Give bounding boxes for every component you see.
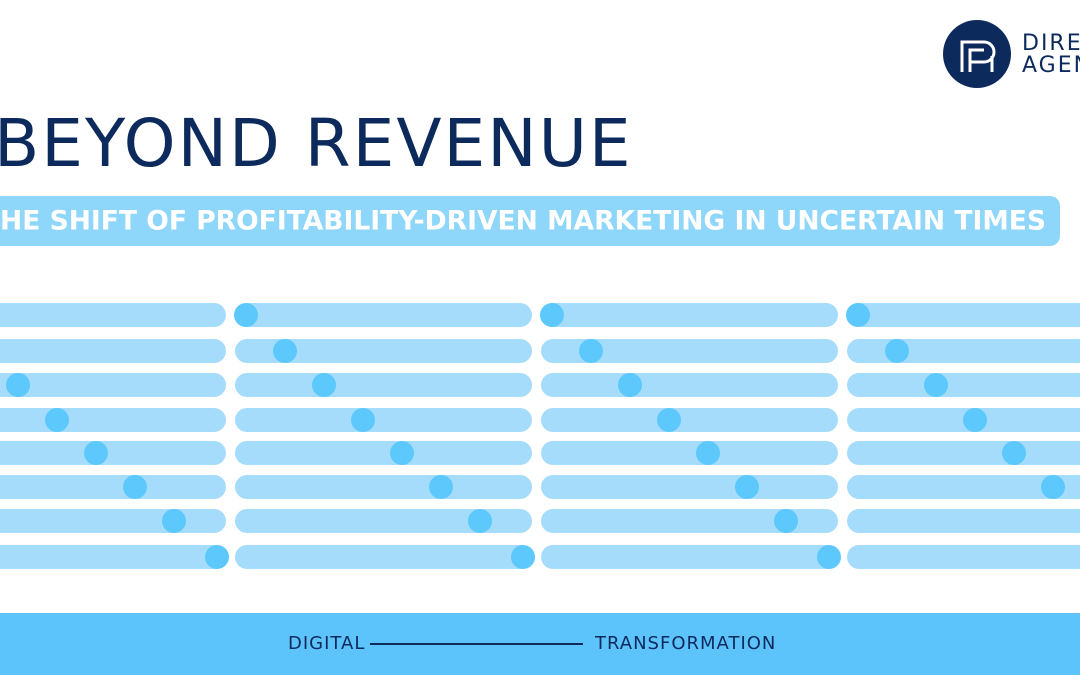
- dot: [205, 545, 229, 569]
- pill: [541, 303, 838, 327]
- subtitle: HE SHIFT OF PROFITABILITY-DRIVEN MARKETI…: [0, 206, 1046, 237]
- pill: [541, 441, 838, 465]
- footer-left: DIGITAL: [288, 633, 365, 654]
- dot: [390, 441, 414, 465]
- pill: [235, 339, 532, 363]
- pill: [847, 339, 1080, 363]
- dot: [774, 509, 798, 533]
- dot: [1002, 441, 1026, 465]
- pill: [847, 303, 1080, 327]
- pill: [541, 475, 838, 499]
- pill: [847, 373, 1080, 397]
- pill: [0, 509, 226, 533]
- logo-text: AGEN: [1022, 53, 1080, 78]
- pill: [235, 408, 532, 432]
- pill: [235, 509, 532, 533]
- dot: [618, 373, 642, 397]
- pill: [541, 373, 838, 397]
- pill: [235, 373, 532, 397]
- dot: [45, 408, 69, 432]
- dot: [123, 475, 147, 499]
- logo-badge: [943, 20, 1011, 88]
- dot: [468, 509, 492, 533]
- dot: [963, 408, 987, 432]
- logo-mark: [960, 40, 996, 72]
- pill: [0, 303, 226, 327]
- dot: [84, 441, 108, 465]
- pill: [0, 408, 226, 432]
- subtitle-bar: [0, 196, 1060, 246]
- pill: [541, 339, 838, 363]
- dot: [312, 373, 336, 397]
- pill: [541, 545, 838, 569]
- dot: [234, 303, 258, 327]
- logo-text: DIRE: [1022, 31, 1080, 56]
- dot: [735, 475, 759, 499]
- footer-right: TRANSFORMATION: [594, 633, 776, 654]
- dot: [273, 339, 297, 363]
- dot: [1041, 475, 1065, 499]
- pill-pattern: [0, 303, 1080, 569]
- dot: [511, 545, 535, 569]
- pill: [235, 545, 532, 569]
- pill: [847, 441, 1080, 465]
- pill: [847, 475, 1080, 499]
- logo: DIRE AGEN: [943, 20, 1080, 88]
- dot: [579, 339, 603, 363]
- pill: [0, 339, 226, 363]
- title: BEYOND REVENUE: [0, 105, 633, 182]
- dot: [885, 339, 909, 363]
- pill: [0, 475, 226, 499]
- pill: [0, 373, 226, 397]
- pill: [541, 509, 838, 533]
- dot: [429, 475, 453, 499]
- pill: [235, 475, 532, 499]
- pill: [0, 545, 226, 569]
- dot: [817, 545, 841, 569]
- dot: [540, 303, 564, 327]
- dot: [6, 373, 30, 397]
- pill: [847, 509, 1080, 533]
- pill: [847, 545, 1080, 569]
- pill: [0, 441, 226, 465]
- dot: [162, 509, 186, 533]
- pill: [235, 441, 532, 465]
- dot: [657, 408, 681, 432]
- pill: [541, 408, 838, 432]
- dot: [924, 373, 948, 397]
- dot: [846, 303, 870, 327]
- dot: [696, 441, 720, 465]
- dot: [351, 408, 375, 432]
- pill: [235, 303, 532, 327]
